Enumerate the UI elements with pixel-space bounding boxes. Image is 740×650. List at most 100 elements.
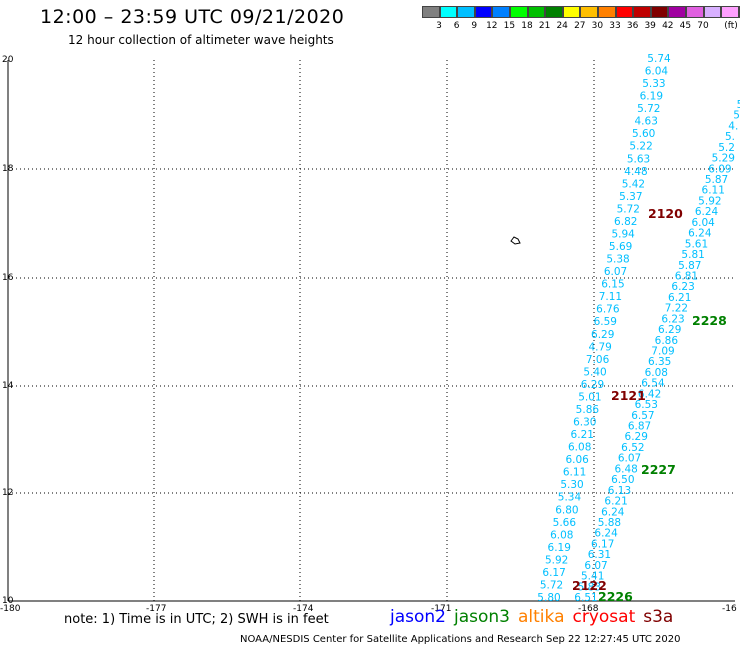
wave-height-value: 5.42: [622, 178, 645, 190]
wave-height-value: 5.01: [578, 391, 601, 403]
satellite-legend: jason2 jason3 altika cryosat s3a: [390, 607, 681, 627]
wave-height-value: 5.81: [681, 249, 704, 261]
legend-label: 42: [662, 21, 674, 31]
legend-label: 9: [471, 21, 478, 31]
wave-height-value: 6.31: [588, 549, 611, 561]
wave-height-value: 6.23: [661, 313, 684, 325]
wave-height-value: 6.54: [641, 378, 665, 390]
legend-swatch: [685, 6, 704, 18]
wave-height-value: 6.51: [574, 592, 597, 604]
legend-swatch: [492, 6, 510, 18]
y-tick-label: 18: [2, 164, 14, 174]
satellite-label: cryosat: [572, 607, 636, 627]
footer-credit: NOAA/NESDIS Center for Satellite Applica…: [240, 634, 681, 645]
legend-swatch: [580, 6, 598, 18]
wave-height-value: 4.48: [624, 166, 647, 178]
wave-height-value: 6.53: [635, 399, 658, 411]
wave-height-value: 5.87: [705, 174, 728, 186]
legend-swatch: [562, 6, 581, 18]
wave-height-value: 5.33: [642, 78, 665, 90]
wave-height-value: 5: [733, 110, 740, 122]
legend-label: 39: [644, 21, 656, 31]
wave-height-value: 5.69: [609, 241, 632, 253]
wave-height-value: 5.34: [558, 492, 582, 504]
legend-label: 18: [521, 21, 533, 31]
wave-height-value: 6.19: [548, 542, 571, 554]
map-subtitle: 12 hour collection of altimeter wave hei…: [68, 33, 334, 47]
wave-height-value: 5.72: [540, 579, 563, 591]
legend-label: 24: [556, 21, 568, 31]
legend-label: 33: [609, 21, 621, 31]
wave-height-value: 6.24: [594, 528, 618, 540]
wave-height-value: 5.: [725, 131, 735, 143]
wave-height-value: 4.63: [635, 116, 658, 128]
wave-height-value: 5.2: [718, 142, 735, 154]
legend-swatch: [474, 6, 493, 18]
pass-time-label: 2122: [572, 578, 607, 593]
wave-height-value: 5.87: [678, 260, 701, 272]
x-tick-label: -168: [578, 604, 599, 614]
legend-swatch: [527, 6, 546, 18]
legend-label: (ft): [724, 21, 738, 31]
wave-height-value: 6.07: [604, 266, 627, 278]
legend-swatch: [668, 6, 686, 18]
legend-swatch: [721, 6, 739, 18]
pass-time-label: 2226: [598, 589, 633, 604]
legend-swatch: [422, 6, 440, 18]
wave-height-value: 6.24: [688, 228, 712, 240]
wave-height-value: 6.57: [631, 410, 654, 422]
wave-height-value: 6.08: [550, 529, 573, 541]
wave-height-value: 7.11: [599, 291, 622, 303]
legend-label: 27: [574, 21, 586, 31]
wave-height-value: 6.24: [601, 506, 625, 518]
wave-height-value: 5.29: [712, 153, 735, 165]
legend-swatch: [703, 6, 722, 18]
y-tick-label: 10: [2, 596, 14, 606]
legend-label: 21: [538, 21, 551, 31]
wave-height-value: 6.15: [601, 279, 624, 291]
legend-swatch: [615, 6, 634, 18]
map-title: 12:00 – 23:59 UTC 09/21/2020: [40, 6, 345, 28]
wave-height-value: 5.80: [537, 592, 560, 604]
wave-height-value: 6.21: [604, 496, 627, 508]
wave-height-value: 6.48: [614, 463, 637, 475]
wave-height-value: 6.29: [625, 431, 648, 443]
wave-height-value: 5.63: [627, 153, 650, 165]
wave-height-value: 7.06: [586, 354, 610, 366]
wave-height-value: 6.11: [563, 467, 586, 479]
y-tick-label: 20: [2, 55, 14, 65]
legend-label: 3: [436, 21, 442, 31]
wave-height-value: 6.08: [568, 442, 591, 454]
wave-height-value: 7.22: [665, 303, 688, 315]
wave-height-value: 5.72: [637, 103, 660, 115]
pass-time-label: 2121: [611, 388, 646, 403]
wave-height-value: 6.21: [668, 292, 691, 304]
wave-height-value: 6.07: [584, 560, 607, 572]
wave-height-value: 6.08: [645, 367, 668, 379]
legend-swatch: [738, 6, 740, 18]
pass-time-label: 2120: [648, 206, 683, 221]
legend-swatch: [439, 6, 458, 18]
legend-label: 15: [503, 21, 516, 31]
wave-height-value: 5.66: [553, 517, 577, 529]
wave-height-value: 6.42: [638, 388, 661, 400]
wave-height-value: 6.29: [581, 379, 604, 391]
x-tick-label: -16: [722, 604, 737, 614]
satellite-label: jason3: [454, 607, 510, 627]
wave-height-value: 6.29: [658, 324, 681, 336]
legend-label: 6: [453, 21, 460, 31]
wave-height-value: 6.23: [671, 281, 694, 293]
wave-height-value: 6.21: [571, 429, 594, 441]
x-tick-label: -177: [146, 604, 166, 614]
legend-swatch: [509, 6, 528, 18]
legend-label: 12: [486, 21, 498, 31]
wave-height-value: 5.30: [560, 479, 583, 491]
wave-height-value: 5.38: [606, 254, 629, 266]
wave-height-value: 6.06: [565, 454, 589, 466]
legend-swatch: [545, 6, 563, 18]
legend-label: 36: [626, 21, 639, 31]
wave-height-value: 6.87: [628, 421, 651, 433]
wave-height-value: 5.86: [576, 404, 600, 416]
wave-height-value: 6.80: [555, 504, 578, 516]
wave-height-value: 6.86: [655, 335, 679, 347]
